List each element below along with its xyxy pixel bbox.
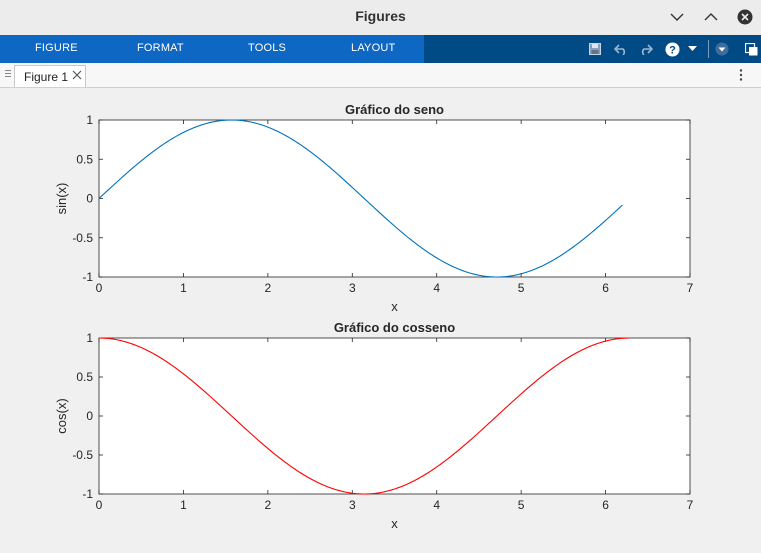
x-tick-label: 6: [602, 281, 609, 295]
y-axis-label: cos(x): [54, 398, 69, 433]
save-icon: [589, 43, 601, 55]
ribbon-separator: [708, 40, 710, 58]
subplot-2: 0 1 2 3 4 5 6 7 -1 -0.5 0 0.5 1 Gráfico do cosseno x co…: [54, 320, 694, 531]
x-tick-label: 2: [265, 498, 272, 512]
ribbon: FIGURE FORMAT TOOLS LAYOUT ?: [0, 35, 761, 63]
x-tick-label: 7: [687, 281, 694, 295]
chevron-up-icon: [704, 13, 718, 21]
x-tick-label: 3: [349, 281, 356, 295]
series-line-cos: [98, 337, 630, 495]
help-button[interactable]: ?: [664, 40, 680, 58]
chart-title: Gráfico do seno: [345, 102, 444, 117]
x-tick-label: 3: [349, 498, 356, 512]
x-tick-label: 1: [180, 498, 187, 512]
x-tick-label: 7: [687, 498, 694, 512]
x-tick-label: 0: [96, 498, 103, 512]
help-icon: ?: [665, 42, 679, 56]
help-dropdown-button[interactable]: [686, 40, 698, 58]
chart-title: Gráfico do cosseno: [334, 320, 455, 335]
dropdown-icon: [687, 46, 697, 51]
plot-area: [98, 119, 691, 278]
x-tick-label: 5: [518, 498, 525, 512]
collapse-ribbon-button[interactable]: [714, 40, 730, 58]
y-tick-label: 0: [86, 192, 93, 206]
y-tick-label: 0.5: [76, 152, 93, 166]
figure-area: 0 1 2 3 4 5 6 7 -1 -0.5 0 0.5 1 Gráfico do seno x sin(x…: [0, 88, 761, 548]
y-tick-label: -0.5: [72, 448, 93, 462]
x-axis-label: x: [391, 516, 398, 531]
plot-area: [98, 337, 691, 495]
close-window-button[interactable]: [734, 6, 756, 28]
collapse-ribbon-icon: [715, 42, 729, 56]
close-circle-icon: [737, 9, 753, 25]
x-tick-label: 4: [433, 498, 440, 512]
undo-icon: [614, 44, 626, 55]
tab-figure[interactable]: FIGURE: [35, 42, 78, 54]
y-tick-label: -1: [82, 487, 93, 501]
minimize-button[interactable]: [666, 6, 688, 28]
y-tick-label: -1: [82, 270, 93, 284]
redo-icon: [641, 44, 653, 55]
window-title: Figures: [355, 8, 406, 24]
tab-format[interactable]: FORMAT: [137, 42, 184, 54]
y-axis-label: sin(x): [54, 183, 69, 215]
series-line-sin: [98, 119, 623, 278]
ribbon-tabs: FIGURE FORMAT TOOLS LAYOUT: [0, 35, 424, 63]
subplot-1: 0 1 2 3 4 5 6 7 -1 -0.5 0 0.5 1 Gráfico do seno x sin(x…: [54, 102, 694, 314]
drag-handle-icon[interactable]: [5, 70, 11, 80]
tab-figure-1[interactable]: Figure 1: [14, 65, 86, 87]
y-tick-label: 0: [86, 409, 93, 423]
document-tab-bar: Figure 1: [0, 63, 761, 88]
x-tick-label: 1: [180, 281, 187, 295]
more-options-icon[interactable]: [739, 69, 743, 81]
undock-icon: [744, 42, 757, 55]
chevron-down-icon: [670, 13, 684, 21]
undock-button[interactable]: [743, 40, 759, 58]
figure-canvas: 0 1 2 3 4 5 6 7 -1 -0.5 0 0.5 1 Gráfico do seno x sin(x…: [54, 102, 694, 531]
title-bar: Figures: [0, 0, 761, 36]
x-axis-label: x: [391, 299, 398, 314]
x-tick-label: 4: [433, 281, 440, 295]
y-tick-label: -0.5: [72, 231, 93, 245]
undo-button[interactable]: [613, 40, 629, 58]
tab-figure-1-label: Figure 1: [24, 70, 69, 84]
x-tick-label: 5: [518, 281, 525, 295]
save-button[interactable]: [588, 40, 602, 58]
x-tick-label: 6: [602, 498, 609, 512]
close-tab-icon[interactable]: [71, 69, 83, 81]
svg-text:?: ?: [669, 44, 676, 56]
x-tick-label: 0: [96, 281, 103, 295]
y-tick-label: 1: [86, 113, 93, 127]
y-tick-label: 0.5: [76, 370, 93, 384]
tab-tools[interactable]: TOOLS: [248, 42, 287, 54]
tab-layout[interactable]: LAYOUT: [351, 42, 396, 54]
redo-button[interactable]: [638, 40, 654, 58]
y-tick-label: 1: [86, 331, 93, 345]
x-tick-label: 2: [265, 281, 272, 295]
maximize-button[interactable]: [700, 6, 722, 28]
